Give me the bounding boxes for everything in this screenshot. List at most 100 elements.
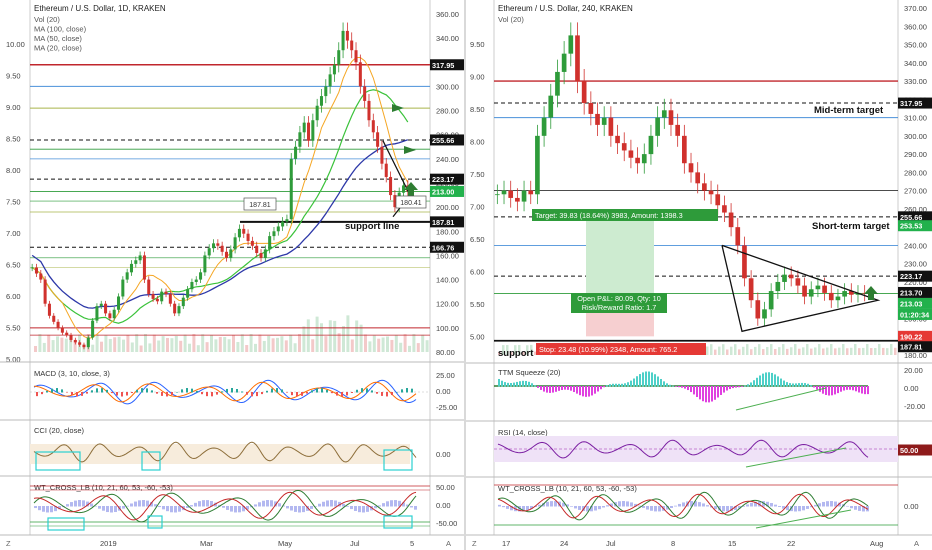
right-chart-panel[interactable]: 9.50 9.00 8.50 8.00 7.50 7.00 6.50 6.00 5.50 5.00… — [466, 0, 932, 550]
left-volume-bar — [289, 334, 293, 352]
ttm-hist-bar — [852, 386, 854, 391]
right-wt-area-bar — [826, 501, 829, 507]
ttm-hist-bar — [570, 386, 572, 391]
right-wt-trend-line — [755, 509, 852, 529]
left-legend-item: MA (100, close) — [34, 25, 87, 34]
right-candle — [601, 117, 607, 125]
wt-area-bar — [46, 506, 49, 513]
right-wt-area-bar — [666, 506, 669, 510]
wt-area-bar — [42, 506, 45, 512]
left-candle — [246, 233, 250, 241]
macd-hist-bar — [41, 392, 43, 395]
left-level-tag: 166.76 — [432, 243, 454, 252]
left-level-tag: 255.66 — [432, 136, 454, 145]
ttm-hist-bar — [861, 386, 863, 394]
right-wt-area-bar — [530, 506, 533, 509]
left-candle — [190, 281, 194, 290]
right-candle — [621, 143, 627, 151]
right-level-tag: 213.70 — [900, 288, 922, 297]
left-candle — [39, 273, 43, 280]
left-volume-bar — [218, 336, 222, 352]
left-volume-bar — [56, 336, 59, 352]
wt-area-bar — [142, 500, 145, 507]
left-cci-title: CCI (20, close) — [34, 426, 85, 435]
ttm-hist-bar — [519, 381, 521, 387]
wt-area-bar — [174, 506, 177, 513]
right-candle — [581, 81, 587, 103]
wt-area-bar — [274, 501, 277, 507]
right-wt-area-bar — [510, 506, 513, 511]
right-volume-bar — [706, 346, 709, 355]
ttm-hist-bar — [564, 386, 566, 390]
ttm-hist-bar — [795, 383, 797, 387]
ttm-hist-bar — [516, 381, 518, 387]
right-volume-bar — [498, 352, 501, 355]
macd-hist-bar — [376, 392, 378, 394]
left-volume-bar — [100, 341, 103, 352]
right-wt-area-bar — [574, 506, 577, 509]
macd-hist-bar — [371, 390, 373, 393]
macd-hist-bar — [146, 388, 148, 393]
wt-highlight-box — [47, 517, 85, 531]
left-candle — [250, 240, 254, 246]
right-ratio-tick: 8.50 — [470, 105, 485, 114]
left-volume-bar — [95, 334, 99, 352]
wt-area-bar — [178, 506, 181, 512]
left-volume-bar — [372, 335, 376, 352]
left-volume-bar — [161, 336, 165, 352]
right-wt-area-bar — [618, 501, 621, 507]
macd-hist-bar — [61, 389, 63, 393]
ttm-hist-bar — [501, 380, 503, 387]
left-volume-bar — [201, 334, 205, 352]
macd-signal-line — [34, 381, 417, 403]
left-volume-bar — [108, 338, 112, 352]
right-candle — [788, 274, 794, 279]
ttm-hist-bar — [714, 386, 716, 400]
ttm-hist-bar — [855, 386, 857, 392]
macd-hist-bar — [281, 389, 283, 393]
left-volume-bar — [311, 339, 315, 352]
right-candle — [635, 157, 640, 164]
left-chart-canvas[interactable]: 10.00 9.50 9.00 8.50 8.00 7.50 7.00 6.50 6.00 5.5… — [0, 0, 464, 550]
left-volume-bar — [47, 334, 51, 352]
left-ratio-tick: 8.50 — [6, 135, 21, 144]
macd-hist-bar — [346, 392, 348, 396]
ttm-hist-bar — [498, 379, 500, 387]
right-candle — [688, 163, 694, 173]
left-candle — [371, 120, 375, 133]
right-volume-bar — [782, 344, 785, 355]
ttm-hist-bar — [708, 386, 710, 403]
open-pnl-text: Open P&L: 80.09, Qty: 10 — [577, 294, 661, 303]
ttm-hist-bar — [774, 374, 776, 387]
macd-hist-bar — [151, 390, 153, 393]
left-chart-panel[interactable]: 10.00 9.50 9.00 8.50 8.00 7.50 7.00 6.50 6.00 5.5… — [0, 0, 465, 550]
right-support-label: support — [498, 348, 534, 359]
right-volume-bar — [746, 344, 749, 355]
macd-hist-bar — [186, 388, 188, 393]
left-volume-bar — [245, 345, 249, 352]
right-chart-canvas[interactable]: 9.50 9.00 8.50 8.00 7.50 7.00 6.50 6.00 5.50 5.00… — [466, 0, 932, 550]
right-volume-bar — [742, 346, 745, 355]
right-volume-bar — [718, 346, 721, 355]
right-wt-area-bar — [762, 501, 765, 507]
left-ratio-tick: 9.00 — [6, 103, 21, 112]
ttm-hist-bar — [798, 383, 800, 387]
right-wt1-line — [497, 491, 869, 521]
left-volume-bar — [179, 340, 183, 352]
right-x-tick: 17 — [502, 539, 510, 548]
left-candle — [69, 335, 73, 340]
left-volume-bar — [416, 343, 420, 352]
right-candle — [715, 194, 721, 206]
left-volume-bar — [328, 320, 332, 352]
right-ratio-tick: 8.00 — [470, 138, 485, 147]
left-volume-bar — [337, 333, 341, 352]
ttm-hist-bar — [612, 383, 614, 387]
right-candle — [641, 154, 647, 164]
ttm-hist-bar — [540, 386, 542, 390]
right-candle — [748, 278, 754, 301]
right-level-tag: 01:20:34 — [900, 310, 930, 319]
left-ratio-tick: 5.50 — [6, 324, 21, 333]
stop-info-text: Stop: 23.48 (10.99%) 2348, Amount: 765.2 — [539, 345, 677, 354]
ttm-hist-bar — [585, 386, 587, 397]
left-price-tick: 180.00 — [436, 227, 459, 236]
